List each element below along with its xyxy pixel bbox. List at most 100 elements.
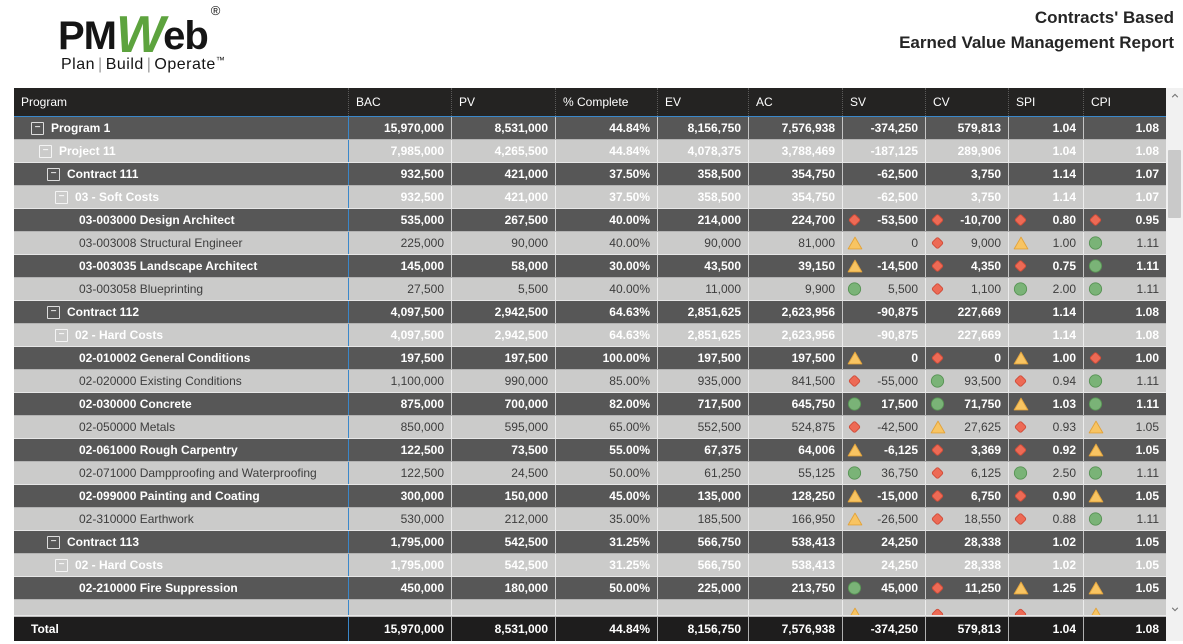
cell-spi: 1.14 <box>1008 163 1083 185</box>
cell-value: 990,000 <box>504 374 548 388</box>
collapse-toggle-icon[interactable]: − <box>55 190 68 204</box>
cell-value: 1.08 <box>1135 328 1159 342</box>
cell-value: -26,500 <box>877 512 918 526</box>
cell-sv: -55,000 <box>842 370 925 392</box>
cell-cv: 28,338 <box>925 531 1008 553</box>
red-diamond-status-icon <box>1013 489 1028 504</box>
cell-value: 11,250 <box>964 581 1001 595</box>
cell-value: 1.04 <box>1052 144 1076 158</box>
column-header-ac[interactable]: AC <box>748 88 842 116</box>
table-row[interactable]: −02 - Hard Costs 1,795,000 542,500 31.25% 56… <box>14 554 1166 577</box>
row-label: 02 - Hard Costs <box>75 558 164 572</box>
cell-bac: 1,795,000 <box>348 531 451 553</box>
cell-value: 9,900 <box>804 282 835 296</box>
column-header-bac[interactable]: BAC <box>348 88 451 116</box>
table-row[interactable]: − Contract 111 932,500 421,000 37.50% 358,500… <box>14 163 1166 186</box>
column-header-spi[interactable]: SPI <box>1008 88 1083 116</box>
cell-ev: 566,750 <box>657 554 748 576</box>
table-row[interactable]: − Program 1 15,970,000 8,531,000 44.84% 8,156… <box>14 117 1166 140</box>
cell-cv: 0 <box>925 347 1008 369</box>
table-row[interactable]: 03-003000 Design Architect 535,000 267,500… <box>14 209 1166 232</box>
cell-bac: 1,100,000 <box>348 370 451 392</box>
table-row[interactable]: 03-003035 Landscape Architect 145,000 58,0… <box>14 255 1166 278</box>
cell-cpi: 1.11 <box>1083 255 1166 277</box>
cell-pct: 31.25% <box>555 554 657 576</box>
cell-value: 1.04 <box>1052 121 1076 135</box>
cell-ev: 2,851,625 <box>657 301 748 323</box>
table-row[interactable]: 02-210000 Fire Suppression 450,000 180,000… <box>14 577 1166 600</box>
cell-pct: 40.00% <box>555 232 657 254</box>
collapse-toggle-icon[interactable]: − <box>47 305 60 319</box>
table-row[interactable]: − Project 11 7,985,000 4,265,500 44.84% 4,078… <box>14 140 1166 163</box>
table-row[interactable]: −02 - Hard Costs 4,097,500 2,942,500 64.63%… <box>14 324 1166 347</box>
table-row[interactable]: 02-050000 Metals 850,000 595,000 65.00% 552,… <box>14 416 1166 439</box>
cell-cv: 227,669 <box>925 324 1008 346</box>
cell-cv: 93,500 <box>925 370 1008 392</box>
partially-visible-row[interactable] <box>14 600 1166 616</box>
vertical-scrollbar[interactable] <box>1166 88 1183 641</box>
table-row[interactable]: 02-020000 Existing Conditions 1,100,000 99… <box>14 370 1166 393</box>
cell-value: 185,500 <box>697 512 741 526</box>
column-header-pct-complete[interactable]: % Complete <box>555 88 657 116</box>
table-row[interactable]: 02-061000 Rough Carpentry 122,500 73,500 55… <box>14 439 1166 462</box>
column-header-cv[interactable]: CV <box>925 88 1008 116</box>
tagline-separator: | <box>98 56 103 73</box>
row-label-cell: 03-003008 Structural Engineer <box>14 232 348 254</box>
table-row[interactable]: − Contract 113 1,795,000 542,500 31.25% 566,7… <box>14 531 1166 554</box>
cell-ac: 7,576,938 <box>748 617 842 641</box>
table-row[interactable]: 02-010002 General Conditions 197,500 197,5… <box>14 347 1166 370</box>
collapse-toggle-icon[interactable]: − <box>47 535 60 549</box>
table-row[interactable]: 03-003058 Blueprinting 27,500 5,500 40.00% 1… <box>14 278 1166 301</box>
cell-ev: 552,500 <box>657 416 748 438</box>
cell-ev: 935,000 <box>657 370 748 392</box>
cell-cpi: 1.11 <box>1083 393 1166 415</box>
collapse-toggle-icon[interactable]: − <box>55 558 68 572</box>
row-label: 02 - Hard Costs <box>75 328 164 342</box>
row-label-cell: 02-030000 Concrete <box>14 393 348 415</box>
collapse-toggle-icon[interactable]: − <box>39 144 52 158</box>
column-header-ev[interactable]: EV <box>657 88 748 116</box>
scroll-up-icon[interactable] <box>1166 88 1183 104</box>
cell-spi: 0.88 <box>1008 508 1083 530</box>
cell-value: 524,875 <box>791 420 835 434</box>
table-row[interactable]: −03 - Soft Costs 932,500 421,000 37.50% 358,… <box>14 186 1166 209</box>
cell-value: 85.00% <box>609 374 650 388</box>
table-row[interactable]: 02-310000 Earthwork 530,000 212,000 35.00% 1… <box>14 508 1166 531</box>
cell-pv: 542,500 <box>451 531 555 553</box>
collapse-toggle-icon[interactable]: − <box>55 328 68 342</box>
table-row[interactable]: 02-030000 Concrete 875,000 700,000 82.00% 71… <box>14 393 1166 416</box>
cell-value: 0.94 <box>1052 374 1076 388</box>
yellow-triangle-status-icon <box>847 489 863 503</box>
collapse-toggle-icon[interactable]: − <box>47 167 60 181</box>
cell-ac: 9,900 <box>748 278 842 300</box>
cell-value: 1.11 <box>1136 512 1159 526</box>
cell-value: 1.05 <box>1135 420 1159 434</box>
column-header-program[interactable]: Program <box>21 95 68 109</box>
column-header-cpi[interactable]: CPI <box>1083 88 1166 116</box>
cell-sv <box>842 600 925 615</box>
table-row[interactable]: 02-099000 Painting and Coating 300,000 150… <box>14 485 1166 508</box>
scroll-down-icon[interactable] <box>1166 601 1183 617</box>
cell-value: 1,795,000 <box>390 535 444 549</box>
cell-value: -374,250 <box>870 622 918 636</box>
cell-cpi: 1.11 <box>1083 278 1166 300</box>
cell-spi: 1.14 <box>1008 324 1083 346</box>
cell-value: 90,000 <box>704 236 741 250</box>
column-header-sv[interactable]: SV <box>842 88 925 116</box>
cell-value: 579,813 <box>957 121 1001 135</box>
column-header-pv[interactable]: PV <box>451 88 555 116</box>
collapse-toggle-icon[interactable]: − <box>31 121 44 135</box>
cell-value: 717,500 <box>697 397 741 411</box>
green-circle-status-icon <box>1088 466 1103 481</box>
cell-value: 227,669 <box>957 328 1001 342</box>
cell-cv: 289,906 <box>925 140 1008 162</box>
cell-value: 1.05 <box>1135 443 1159 457</box>
table-row[interactable]: 03-003008 Structural Engineer 225,000 90,0… <box>14 232 1166 255</box>
table-row[interactable]: − Contract 112 4,097,500 2,942,500 64.63% 2,8… <box>14 301 1166 324</box>
cell-sv: -187,125 <box>842 140 925 162</box>
table-row[interactable]: 02-071000 Dampproofing and Waterproofing… <box>14 462 1166 485</box>
cell-value: 93,500 <box>964 374 1001 388</box>
scrollbar-thumb[interactable] <box>1168 150 1181 218</box>
cell-spi: 0.80 <box>1008 209 1083 231</box>
